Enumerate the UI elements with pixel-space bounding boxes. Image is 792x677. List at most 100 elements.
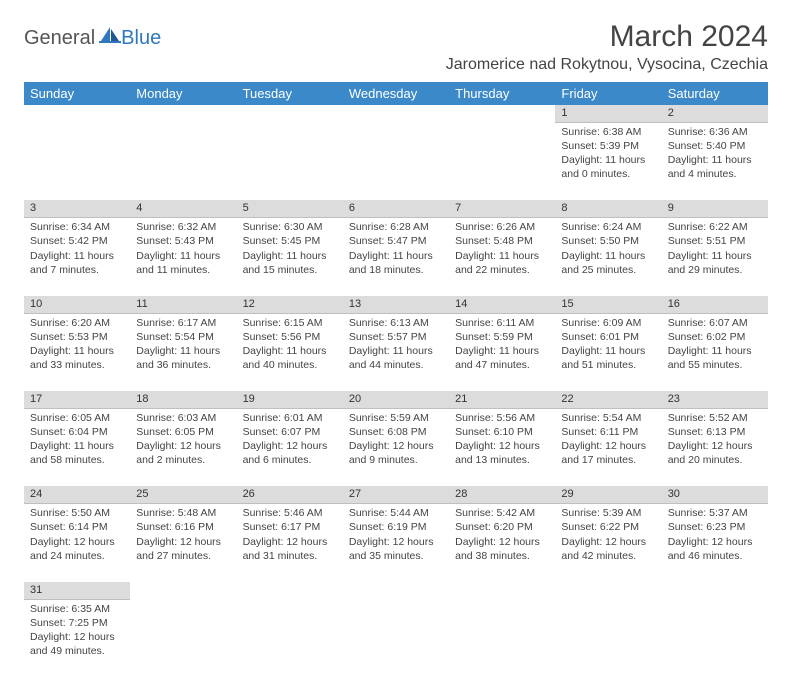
daylight-text: Daylight: 11 hours and 4 minutes. xyxy=(668,153,762,181)
title-block: March 2024 Jaromerice nad Rokytnou, Vyso… xyxy=(446,20,768,74)
daylight-text: Daylight: 12 hours and 38 minutes. xyxy=(455,535,549,563)
day-number-cell: 21 xyxy=(449,391,555,408)
logo: General Blue xyxy=(24,26,161,51)
day-content-cell: Sunrise: 6:15 AMSunset: 5:56 PMDaylight:… xyxy=(237,313,343,391)
sunset-text: Sunset: 5:39 PM xyxy=(561,139,655,153)
day-number-cell xyxy=(343,105,449,122)
day-content-cell: Sunrise: 6:05 AMSunset: 6:04 PMDaylight:… xyxy=(24,408,130,486)
day-number-row: 17181920212223 xyxy=(24,391,768,408)
day-content-cell xyxy=(555,599,661,677)
day-number-row: 3456789 xyxy=(24,200,768,217)
daylight-text: Daylight: 12 hours and 49 minutes. xyxy=(30,630,124,658)
sunrise-text: Sunrise: 6:09 AM xyxy=(561,316,655,330)
sunset-text: Sunset: 5:42 PM xyxy=(30,234,124,248)
day-content-cell: Sunrise: 6:11 AMSunset: 5:59 PMDaylight:… xyxy=(449,313,555,391)
day-content-cell: Sunrise: 5:52 AMSunset: 6:13 PMDaylight:… xyxy=(662,408,768,486)
sunset-text: Sunset: 6:11 PM xyxy=(561,425,655,439)
day-number-cell: 27 xyxy=(343,486,449,503)
sunset-text: Sunset: 6:07 PM xyxy=(243,425,337,439)
daylight-text: Daylight: 11 hours and 7 minutes. xyxy=(30,249,124,277)
day-content-cell xyxy=(662,599,768,677)
sunrise-text: Sunrise: 6:05 AM xyxy=(30,411,124,425)
daylight-text: Daylight: 12 hours and 20 minutes. xyxy=(668,439,762,467)
day-content-cell: Sunrise: 6:26 AMSunset: 5:48 PMDaylight:… xyxy=(449,218,555,296)
sunrise-text: Sunrise: 5:37 AM xyxy=(668,506,762,520)
weekday-header: Tuesday xyxy=(237,82,343,105)
daylight-text: Daylight: 11 hours and 55 minutes. xyxy=(668,344,762,372)
sunset-text: Sunset: 5:50 PM xyxy=(561,234,655,248)
sunset-text: Sunset: 5:48 PM xyxy=(455,234,549,248)
sunset-text: Sunset: 6:16 PM xyxy=(136,520,230,534)
day-content-cell: Sunrise: 5:56 AMSunset: 6:10 PMDaylight:… xyxy=(449,408,555,486)
sunset-text: Sunset: 6:02 PM xyxy=(668,330,762,344)
day-number-cell: 29 xyxy=(555,486,661,503)
day-number-cell xyxy=(24,105,130,122)
sunset-text: Sunset: 5:47 PM xyxy=(349,234,443,248)
daylight-text: Daylight: 11 hours and 58 minutes. xyxy=(30,439,124,467)
day-number-cell xyxy=(237,582,343,599)
header: General Blue March 2024 Jaromerice nad R… xyxy=(24,20,768,74)
location: Jaromerice nad Rokytnou, Vysocina, Czech… xyxy=(446,56,768,74)
sunrise-text: Sunrise: 6:15 AM xyxy=(243,316,337,330)
sunrise-text: Sunrise: 5:50 AM xyxy=(30,506,124,520)
sunset-text: Sunset: 7:25 PM xyxy=(30,616,124,630)
sunrise-text: Sunrise: 6:26 AM xyxy=(455,220,549,234)
daylight-text: Daylight: 12 hours and 35 minutes. xyxy=(349,535,443,563)
day-content-cell: Sunrise: 5:50 AMSunset: 6:14 PMDaylight:… xyxy=(24,504,130,582)
daylight-text: Daylight: 11 hours and 36 minutes. xyxy=(136,344,230,372)
day-content-cell: Sunrise: 6:24 AMSunset: 5:50 PMDaylight:… xyxy=(555,218,661,296)
day-number-cell: 10 xyxy=(24,296,130,313)
day-content-cell: Sunrise: 5:48 AMSunset: 6:16 PMDaylight:… xyxy=(130,504,236,582)
sunrise-text: Sunrise: 5:52 AM xyxy=(668,411,762,425)
sunset-text: Sunset: 6:01 PM xyxy=(561,330,655,344)
sunrise-text: Sunrise: 5:44 AM xyxy=(349,506,443,520)
day-number-row: 31 xyxy=(24,582,768,599)
day-content-cell: Sunrise: 6:01 AMSunset: 6:07 PMDaylight:… xyxy=(237,408,343,486)
daylight-text: Daylight: 11 hours and 47 minutes. xyxy=(455,344,549,372)
day-content-cell: Sunrise: 6:35 AMSunset: 7:25 PMDaylight:… xyxy=(24,599,130,677)
day-number-cell: 7 xyxy=(449,200,555,217)
sunrise-text: Sunrise: 6:38 AM xyxy=(561,125,655,139)
weekday-header: Wednesday xyxy=(343,82,449,105)
daylight-text: Daylight: 12 hours and 27 minutes. xyxy=(136,535,230,563)
day-number-cell: 24 xyxy=(24,486,130,503)
sunrise-text: Sunrise: 6:20 AM xyxy=(30,316,124,330)
daylight-text: Daylight: 11 hours and 15 minutes. xyxy=(243,249,337,277)
day-number-cell xyxy=(130,105,236,122)
day-content-cell xyxy=(343,599,449,677)
daylight-text: Daylight: 12 hours and 13 minutes. xyxy=(455,439,549,467)
day-content-cell: Sunrise: 6:38 AMSunset: 5:39 PMDaylight:… xyxy=(555,122,661,200)
day-content-cell: Sunrise: 5:59 AMSunset: 6:08 PMDaylight:… xyxy=(343,408,449,486)
day-content-cell: Sunrise: 5:37 AMSunset: 6:23 PMDaylight:… xyxy=(662,504,768,582)
day-content-cell xyxy=(343,122,449,200)
sunrise-text: Sunrise: 5:39 AM xyxy=(561,506,655,520)
weekday-header: Saturday xyxy=(662,82,768,105)
sunrise-text: Sunrise: 6:13 AM xyxy=(349,316,443,330)
day-number-cell xyxy=(555,582,661,599)
day-number-cell: 15 xyxy=(555,296,661,313)
daylight-text: Daylight: 12 hours and 31 minutes. xyxy=(243,535,337,563)
sail-icon xyxy=(99,26,121,49)
daylight-text: Daylight: 12 hours and 2 minutes. xyxy=(136,439,230,467)
day-content-cell: Sunrise: 6:34 AMSunset: 5:42 PMDaylight:… xyxy=(24,218,130,296)
sunrise-text: Sunrise: 6:11 AM xyxy=(455,316,549,330)
day-number-cell: 31 xyxy=(24,582,130,599)
day-number-cell: 23 xyxy=(662,391,768,408)
day-number-cell: 16 xyxy=(662,296,768,313)
day-number-cell: 30 xyxy=(662,486,768,503)
day-number-cell: 13 xyxy=(343,296,449,313)
sunset-text: Sunset: 5:53 PM xyxy=(30,330,124,344)
sunset-text: Sunset: 6:04 PM xyxy=(30,425,124,439)
sunrise-text: Sunrise: 5:48 AM xyxy=(136,506,230,520)
sunrise-text: Sunrise: 6:03 AM xyxy=(136,411,230,425)
day-number-row: 24252627282930 xyxy=(24,486,768,503)
daylight-text: Daylight: 12 hours and 46 minutes. xyxy=(668,535,762,563)
day-content-cell: Sunrise: 6:07 AMSunset: 6:02 PMDaylight:… xyxy=(662,313,768,391)
sunrise-text: Sunrise: 5:46 AM xyxy=(243,506,337,520)
day-number-cell: 26 xyxy=(237,486,343,503)
weekday-header: Sunday xyxy=(24,82,130,105)
sunrise-text: Sunrise: 5:56 AM xyxy=(455,411,549,425)
day-content-cell: Sunrise: 5:39 AMSunset: 6:22 PMDaylight:… xyxy=(555,504,661,582)
daylight-text: Daylight: 11 hours and 33 minutes. xyxy=(30,344,124,372)
day-content-cell: Sunrise: 6:30 AMSunset: 5:45 PMDaylight:… xyxy=(237,218,343,296)
